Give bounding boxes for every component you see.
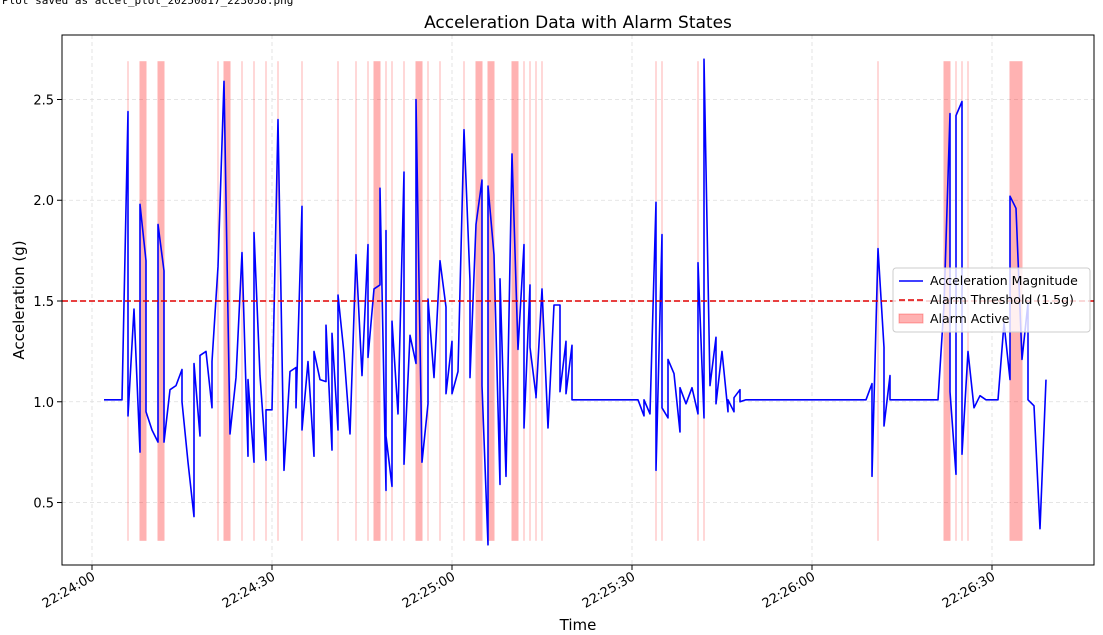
legend-label: Acceleration Magnitude — [930, 273, 1078, 288]
legend-label: Alarm Active — [930, 311, 1010, 326]
legend-swatch — [898, 313, 924, 324]
x-tick-label: 22:26:30 — [940, 569, 998, 611]
x-tick-label: 22:25:30 — [580, 569, 638, 611]
data-line — [104, 58, 1047, 546]
y-tick-label: 1.5 — [33, 295, 54, 310]
y-tick-label: 1.0 — [33, 396, 54, 411]
legend-label: Alarm Threshold (1.5g) — [930, 292, 1074, 307]
y-tick-label: 2.5 — [33, 93, 54, 108]
x-tick-label: 22:26:00 — [760, 569, 818, 611]
y-tick-label: 0.5 — [33, 497, 54, 512]
y-tick-label: 2.0 — [33, 194, 54, 209]
x-tick-label: 22:24:00 — [40, 569, 98, 611]
chart-title: Acceleration Data with Alarm States — [424, 13, 732, 33]
x-tick-label: 22:25:00 — [400, 569, 458, 611]
x-tick-label: 22:24:30 — [220, 569, 278, 611]
y-axis-label: Acceleration (g) — [10, 240, 28, 359]
plot-frame — [61, 34, 1095, 566]
x-axis-label: Time — [559, 616, 597, 631]
legend-box — [892, 267, 1091, 333]
console-output: Plot saved as accel_plot_20250817_223058… — [2, 0, 293, 7]
